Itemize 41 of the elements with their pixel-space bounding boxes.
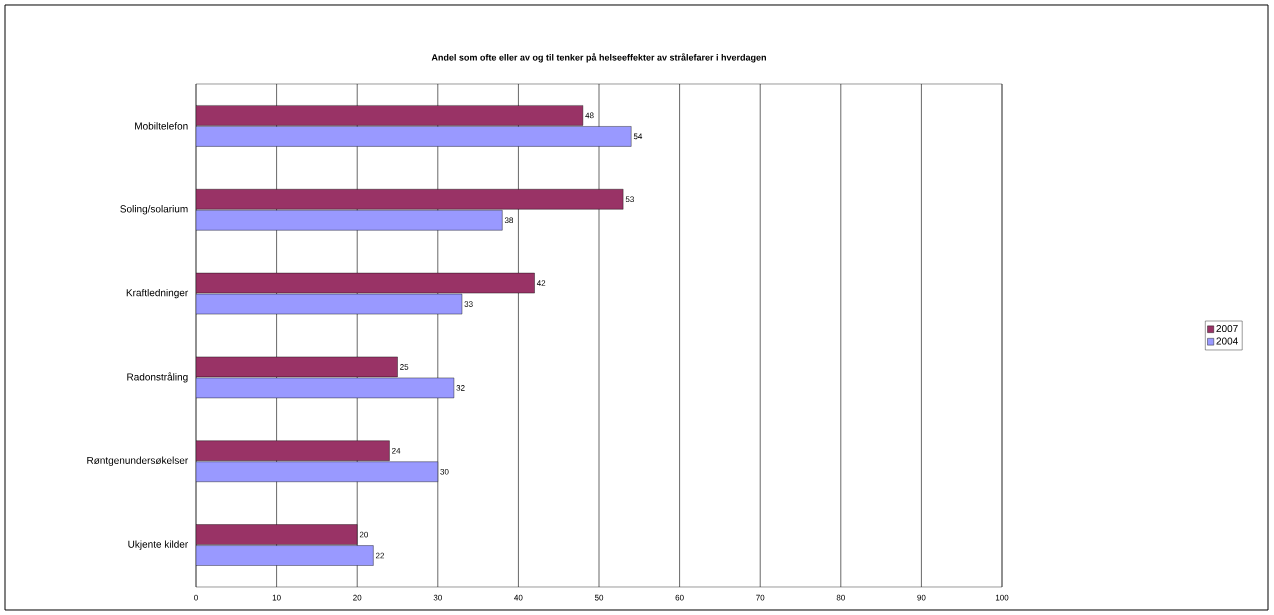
bar <box>196 524 358 545</box>
data-label: 30 <box>440 468 449 475</box>
x-tick-label: 40 <box>514 594 523 601</box>
y-tick-label: Mobiltelefon <box>135 122 188 130</box>
data-label: 54 <box>633 133 643 140</box>
y-tick-label: Røntgenundersøkelser <box>87 456 189 466</box>
x-tick-label: 60 <box>675 594 684 601</box>
x-tick-label: 90 <box>917 594 926 601</box>
bar <box>196 440 390 461</box>
y-tick-label: Soling/solarium <box>120 205 188 215</box>
legend-label: 2004 <box>1216 337 1238 345</box>
y-tick-label: Ukjente kilder <box>128 540 189 550</box>
data-label: 42 <box>536 280 546 286</box>
y-tick-label: Kraftledninger <box>126 288 189 299</box>
bar <box>196 189 624 210</box>
data-label: 25 <box>400 364 409 370</box>
bar <box>196 210 503 231</box>
legend-label: 2007 <box>1216 325 1238 333</box>
bar <box>196 126 632 147</box>
data-label: 38 <box>504 217 514 224</box>
data-label: 32 <box>456 385 465 391</box>
data-label: 48 <box>585 112 594 119</box>
y-tick-label: Radonstråling <box>127 372 188 383</box>
bar <box>196 272 535 294</box>
x-tick-label: 20 <box>353 594 362 601</box>
data-label: 22 <box>375 552 385 559</box>
bar <box>196 105 584 126</box>
data-label: 33 <box>464 301 473 307</box>
bar <box>196 545 374 566</box>
x-tick-label: 30 <box>433 594 442 601</box>
chart-title: Andel som ofte eller av og til tenker på helseeffekter av strålefarer i hverdagen <box>431 53 766 63</box>
bar <box>196 461 439 482</box>
x-tick-label: 50 <box>594 594 604 601</box>
data-label: 53 <box>625 196 634 203</box>
data-label: 20 <box>359 531 368 538</box>
data-label: 24 <box>392 447 401 454</box>
x-tick-label: 70 <box>756 594 765 601</box>
x-tick-label: 100 <box>995 594 1009 601</box>
x-tick-label: 0 <box>194 594 198 601</box>
x-tick-label: 80 <box>836 594 845 601</box>
x-tick-label: 10 <box>272 594 281 601</box>
